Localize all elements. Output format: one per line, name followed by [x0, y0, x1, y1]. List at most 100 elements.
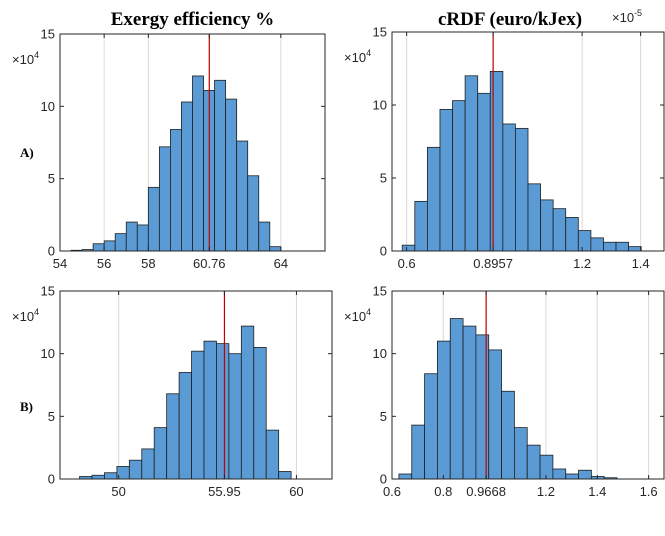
histogram-bar-5	[449, 318, 464, 480]
histogram-bar-7	[477, 92, 491, 252]
histogram-bar-14	[565, 473, 579, 480]
y-tick-label-3: 10	[41, 99, 55, 114]
histogram-bar-11	[527, 183, 541, 252]
histogram-bar-10	[191, 350, 205, 480]
x-tick-label-3: 60	[289, 484, 303, 499]
x-tick-label-5: 1.4	[588, 484, 606, 499]
histogram-bar-15	[577, 230, 592, 252]
histogram-bar-9	[502, 123, 516, 252]
x-tick-label-2: 0.8957	[473, 256, 513, 271]
histogram-bar-15	[225, 98, 238, 252]
histogram-bar-7	[475, 334, 490, 480]
x-tick-label-2: 0.8	[434, 484, 452, 499]
y-tick-label-2: 5	[380, 409, 387, 424]
histogram-bar-3	[92, 243, 105, 252]
y-tick-label-2: 5	[48, 409, 55, 424]
x-tick-label-1: 0.6	[398, 256, 416, 271]
histogram-bar-17	[247, 175, 260, 252]
histogram-bar-5	[114, 233, 127, 252]
histogram-bar-18	[615, 241, 630, 252]
y-tick-label-1: 0	[380, 472, 387, 487]
y-tick-label-4: 15	[41, 27, 55, 42]
histogram-bar-6	[141, 448, 155, 480]
histogram-bar-7	[136, 224, 149, 252]
histogram-bar-14	[214, 79, 227, 252]
axis-box	[391, 31, 665, 252]
histogram-bar-12	[192, 75, 204, 252]
y-tick-label-4: 15	[373, 284, 387, 299]
histogram-bar-5	[128, 459, 143, 480]
histogram-bar-3	[104, 472, 118, 480]
y-multiplier-base: ×10	[344, 50, 366, 65]
y-multiplier-exponent: 4	[366, 307, 371, 317]
histogram-bar-11	[203, 340, 217, 480]
axis-box	[59, 290, 333, 480]
histogram-bar-11	[526, 444, 541, 480]
x-multiplier-base: ×10	[612, 10, 634, 25]
histogram-bar-6	[462, 325, 477, 480]
histogram-bar-9	[501, 390, 515, 480]
x-tick-label-4: 1.2	[537, 484, 555, 499]
histogram-bar-12	[540, 199, 554, 252]
histogram-bar-4	[437, 340, 451, 480]
y-tick-label-1: 0	[48, 472, 55, 487]
y-tick-label-1: 0	[380, 244, 387, 259]
histogram-bar-6	[125, 221, 138, 252]
histogram-bar-1	[401, 244, 416, 252]
y-tick-label-2: 5	[380, 171, 387, 186]
histogram-bar-16	[265, 429, 280, 480]
histogram-bar-4	[439, 108, 453, 252]
histogram-bar-15	[253, 346, 267, 480]
x-tick-label-2: 56	[97, 256, 111, 271]
x-tick-label-6: 1.6	[640, 484, 658, 499]
histogram-bar-10	[170, 129, 182, 252]
histogram-bar-8	[166, 393, 180, 480]
x-tick-label-1: 54	[53, 256, 67, 271]
x-tick-label-2: 55.95	[208, 484, 241, 499]
y-tick-label-4: 15	[373, 25, 387, 40]
histogram-bar-10	[514, 427, 528, 480]
y-tick-label-2: 5	[48, 171, 55, 186]
histogram-bar-7	[153, 427, 168, 480]
histogram-bar-10	[515, 127, 529, 252]
y-tick-label-3: 10	[373, 98, 387, 113]
histogram-bar-14	[565, 217, 579, 252]
y-axis-multiplier: ×104	[12, 307, 39, 324]
y-multiplier-exponent: 4	[366, 48, 371, 58]
chart-title: Exergy efficiency %	[111, 9, 275, 30]
histogram-bar-8	[488, 349, 502, 480]
x-tick-label-5: 64	[274, 256, 288, 271]
histogram-bar-16	[236, 140, 249, 252]
histogram-bar-4	[103, 240, 116, 252]
x-tick-label-1: 0.6	[383, 484, 401, 499]
histogram-bar-1	[398, 473, 413, 480]
y-multiplier-exponent: 4	[34, 307, 39, 317]
y-axis-multiplier: ×104	[344, 307, 371, 324]
histogram-panel-3: 0 5 10 15 50 55.95 60 ×104	[12, 284, 333, 499]
histogram-bar-5	[452, 100, 466, 252]
histogram-bar-19	[269, 246, 282, 252]
histogram-bar-13	[552, 208, 567, 252]
x-multiplier-exponent: -5	[634, 8, 642, 18]
y-multiplier-exponent: 4	[34, 50, 39, 60]
histogram-bar-8	[147, 186, 160, 252]
y-tick-label-3: 10	[373, 346, 387, 361]
x-tick-label-3: 1.2	[573, 256, 591, 271]
y-tick-label-1: 0	[48, 244, 55, 259]
y-tick-label-4: 15	[41, 284, 55, 299]
axis-box	[391, 290, 665, 480]
histogram-bar-13	[552, 468, 567, 480]
histogram-bar-9	[158, 146, 171, 252]
x-tick-label-4: 1.4	[632, 256, 650, 271]
histogram-panel-1: 0 5 10 15 54 56 58 60.76 64 ×104 Exergy efficiency…	[12, 9, 326, 271]
x-tick-label-3: 58	[141, 256, 155, 271]
histogram-bar-12	[539, 454, 554, 480]
histogram-bar-14	[240, 325, 255, 480]
y-multiplier-base: ×10	[12, 309, 34, 324]
histogram-bar-15	[578, 469, 592, 480]
chart-title: cRDF (euro/kJex)	[438, 9, 582, 30]
histogram-bar-17	[603, 241, 617, 252]
x-axis-multiplier: ×10-5	[612, 8, 642, 25]
